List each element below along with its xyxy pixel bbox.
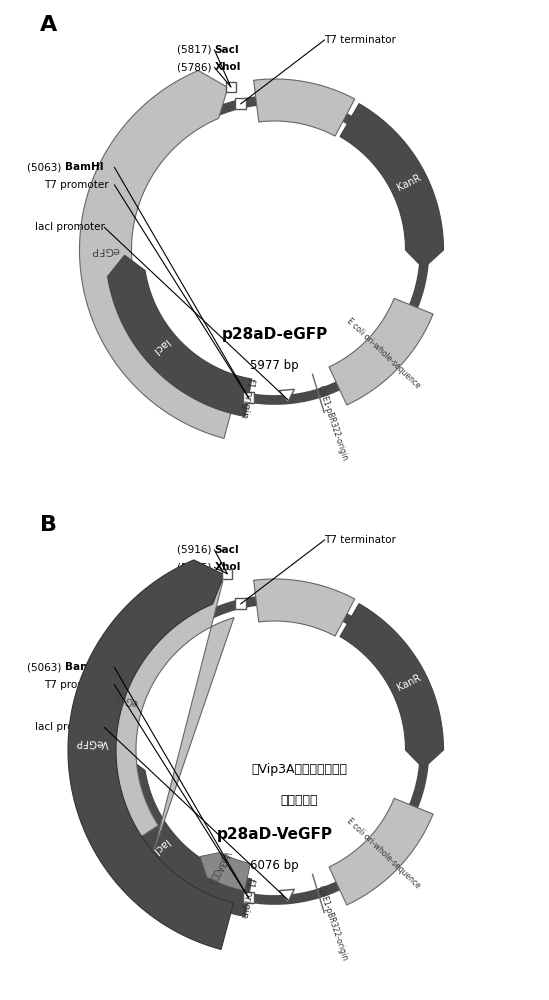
Text: E coli ori-whole-sequence: E coli ori-whole-sequence [345, 816, 422, 890]
Text: SacI: SacI [215, 45, 239, 55]
Bar [236, 598, 247, 609]
Polygon shape [98, 581, 234, 851]
Polygon shape [340, 604, 444, 768]
Text: KanR: KanR [395, 173, 422, 193]
Text: ColE1-pBR322-origin: ColE1-pBR322-origin [316, 384, 349, 462]
Text: E coli ori-whole-sequence: E coli ori-whole-sequence [345, 316, 422, 390]
Text: BamHI: BamHI [64, 162, 103, 172]
Bar [222, 569, 232, 579]
Text: T7 promoter: T7 promoter [44, 180, 109, 190]
Text: B: B [40, 515, 57, 535]
Text: (5817): (5817) [177, 45, 215, 55]
Polygon shape [254, 579, 355, 636]
Text: (5885): (5885) [177, 562, 215, 572]
Text: T7 terminator: T7 terminator [324, 535, 396, 545]
Text: Vip3A信号肽: Vip3A信号肽 [208, 849, 231, 886]
Text: 的编码序列: 的编码序列 [281, 794, 318, 806]
Text: XhoI: XhoI [215, 62, 241, 73]
Text: eGFP: eGFP [112, 690, 139, 708]
Polygon shape [200, 852, 250, 891]
Text: XhoI: XhoI [215, 562, 241, 572]
Text: 5977 bp: 5977 bp [250, 359, 299, 371]
Bar [243, 392, 254, 403]
Text: (5916): (5916) [177, 545, 215, 555]
Text: eGFP: eGFP [91, 245, 120, 255]
Polygon shape [108, 255, 252, 416]
Text: T7 promoter: T7 promoter [44, 680, 109, 690]
Text: lacI promoter: lacI promoter [35, 223, 104, 232]
Bar [226, 82, 236, 92]
Polygon shape [254, 79, 355, 136]
Polygon shape [340, 104, 444, 268]
Text: 6076 bp: 6076 bp [250, 858, 299, 871]
Text: T7 terminator: T7 terminator [324, 35, 396, 45]
Polygon shape [108, 755, 252, 916]
Text: lacI: lacI [149, 337, 170, 356]
Text: (5063): (5063) [27, 162, 64, 172]
Text: p28aD-VeGFP: p28aD-VeGFP [216, 828, 333, 842]
Text: lacI: lacI [149, 837, 170, 856]
Text: KanR: KanR [395, 673, 422, 693]
Polygon shape [68, 560, 233, 949]
Text: SacI: SacI [215, 545, 239, 555]
Polygon shape [279, 389, 294, 402]
Text: ColE1-pBR322-origin: ColE1-pBR322-origin [316, 884, 349, 962]
Text: lacI promoter: lacI promoter [35, 722, 104, 732]
Text: f1 origin: f1 origin [239, 377, 256, 418]
Polygon shape [80, 71, 238, 438]
Text: A: A [40, 15, 57, 35]
Bar [236, 98, 247, 109]
Polygon shape [329, 798, 433, 905]
Text: (5786): (5786) [177, 62, 215, 73]
Text: VeGFP: VeGFP [75, 736, 109, 748]
Text: p28aD-eGFP: p28aD-eGFP [221, 328, 328, 342]
Text: (5063): (5063) [27, 662, 64, 672]
Polygon shape [329, 298, 433, 405]
Text: 或Vip3A信号肽局部序列: 或Vip3A信号肽局部序列 [251, 764, 348, 776]
Text: BamHI: BamHI [64, 662, 103, 672]
Text: f1 origin: f1 origin [239, 877, 256, 918]
Polygon shape [279, 889, 294, 902]
Bar [243, 892, 254, 903]
